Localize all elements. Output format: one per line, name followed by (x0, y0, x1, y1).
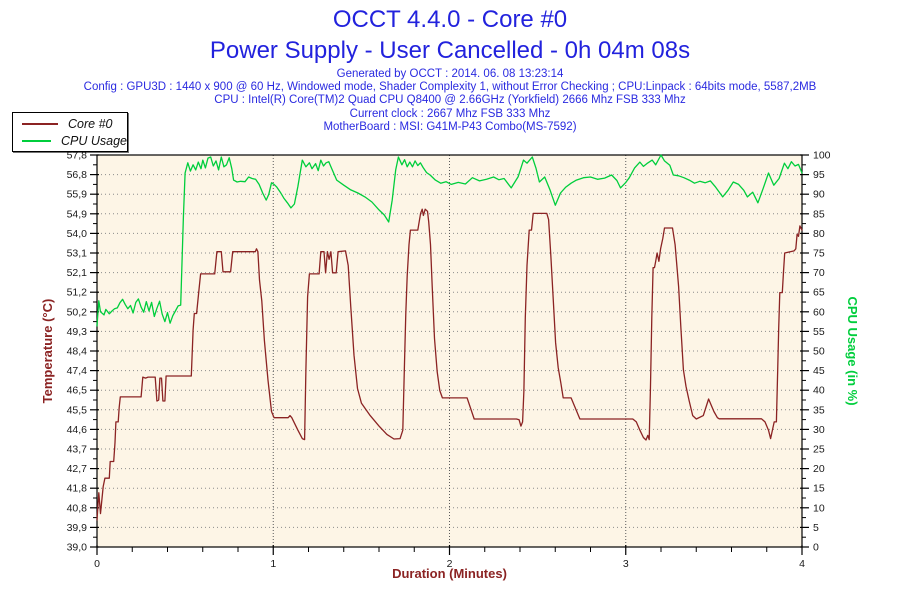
x-tick-label: 4 (799, 558, 805, 570)
left-tick-label: 45,5 (67, 404, 88, 416)
right-tick-label: 95 (813, 169, 825, 181)
right-tick-label: 80 (813, 228, 825, 240)
x-axis-title: Duration (Minutes) (392, 566, 507, 581)
cpu-line: CPU : Intel(R) Core(TM)2 Quad CPU Q8400 … (214, 94, 686, 106)
x-tick-label: 1 (270, 558, 276, 570)
right-tick-label: 20 (813, 463, 825, 475)
right-tick-label: 70 (813, 267, 825, 279)
x-tick-label: 0 (94, 558, 100, 570)
right-tick-label: 30 (813, 424, 825, 436)
left-tick-label: 40,8 (67, 502, 88, 514)
left-tick-label: 48,4 (67, 346, 88, 358)
series-core-0 (96, 208, 803, 521)
x-tick-label: 2 (447, 558, 453, 570)
left-axis-title: Temperature (°C) (40, 299, 55, 404)
left-tick-label: 44,6 (67, 424, 88, 436)
legend-item-core0: Core #0 (13, 116, 127, 131)
right-tick-label: 15 (813, 483, 825, 495)
legend-label-cpu-usage: CPU Usage (61, 133, 127, 148)
right-tick-label: 5 (813, 522, 819, 534)
page-subtitle: Power Supply - User Cancelled - 0h 04m 0… (209, 37, 691, 64)
right-tick-label: 75 (813, 248, 825, 260)
left-tick-label: 39,9 (67, 522, 88, 534)
right-tick-label: 40 (813, 385, 825, 397)
left-tick-label: 50,2 (67, 306, 88, 318)
right-tick-label: 55 (813, 326, 825, 338)
left-tick-label: 51,2 (67, 287, 88, 299)
core0-line-swatch (22, 122, 58, 125)
left-tick-label: 43,7 (67, 444, 88, 456)
left-tick-label: 54,9 (67, 208, 88, 220)
right-tick-label: 65 (813, 287, 825, 299)
generated-line: Generated by OCCT : 2014. 06. 08 13:23:1… (336, 68, 564, 80)
right-tick-label: 35 (813, 404, 825, 416)
y-axis-ticks-labels: 39,0 0 39,9 5 40,8 10 41,8 15 42,7 20 43,7 25 44,6 30… (67, 150, 831, 554)
left-tick-label: 47,4 (67, 365, 88, 377)
legend-item-cpu-usage: CPU Usage (13, 133, 127, 148)
right-tick-label: 100 (813, 150, 831, 162)
right-tick-label: 25 (813, 444, 825, 456)
right-tick-label: 60 (813, 306, 825, 318)
right-tick-label: 10 (813, 502, 825, 514)
left-tick-label: 56,8 (67, 169, 88, 181)
right-tick-label: 90 (813, 189, 825, 201)
legend-label-core0: Core #0 (68, 116, 113, 131)
cpu-usage-line-swatch (22, 139, 51, 142)
left-tick-label: 53,1 (67, 248, 88, 260)
right-tick-label: 0 (813, 542, 819, 554)
clock-line: Current clock : 2667 Mhz FSB 333 Mhz (349, 108, 551, 120)
right-axis-title: CPU Usage (in %) (845, 296, 860, 405)
x-axis-ticks-labels: 0 1 2 3 4 (94, 545, 805, 570)
left-tick-label: 55,9 (67, 189, 88, 201)
left-tick-label: 41,8 (67, 483, 88, 495)
right-tick-label: 50 (813, 346, 825, 358)
x-tick-label: 3 (623, 558, 629, 570)
left-tick-label: 39,0 (67, 542, 88, 554)
right-tick-label: 85 (813, 208, 825, 220)
page-title: OCCT 4.4.0 - Core #0 (332, 6, 568, 33)
left-tick-label: 42,7 (67, 463, 88, 475)
left-tick-label: 46,5 (67, 385, 88, 397)
motherboard-line: MotherBoard : MSI: G41M-P43 Combo(MS-759… (323, 121, 577, 133)
series (96, 154, 803, 521)
series-cpu-usage (96, 154, 803, 327)
right-tick-label: 45 (813, 365, 825, 377)
config-line: Config : GPU3D : 1440 x 900 @ 60 Hz, Win… (83, 81, 817, 93)
left-tick-label: 52,1 (67, 267, 88, 279)
legend: Core #0 CPU Usage (12, 112, 128, 152)
left-tick-label: 57,8 (67, 150, 88, 162)
left-tick-label: 49,3 (67, 326, 88, 338)
left-tick-label: 54,0 (67, 228, 88, 240)
axis-titles: Temperature (°C) CPU Usage (in %) Duration… (40, 296, 860, 581)
vertical-gridlines (272, 155, 627, 547)
